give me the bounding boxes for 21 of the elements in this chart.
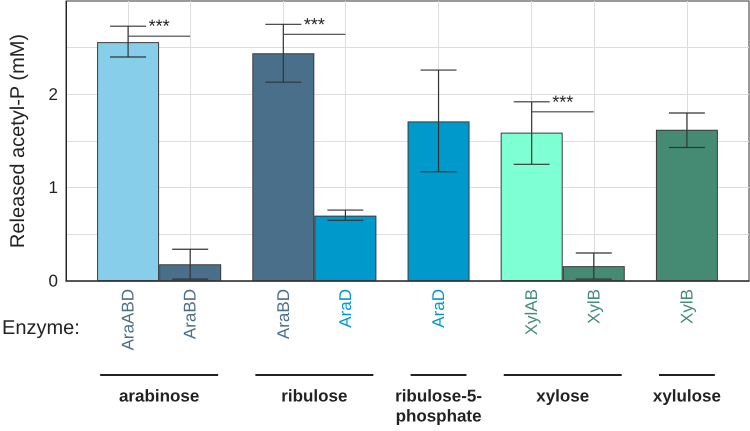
x-tick-label: AraBD — [274, 289, 293, 340]
annotation: *** — [552, 92, 574, 112]
annotation: *** — [148, 16, 170, 36]
x-tick-label: AraD — [336, 289, 355, 328]
x-tick-label: AraBD — [180, 289, 200, 340]
y-axis-title: Released acetyl-P (mM) — [7, 34, 29, 248]
annotation: *** — [304, 14, 325, 34]
text: arabinose — [118, 386, 200, 406]
x-tick-label: XylB — [677, 289, 696, 324]
text: xylulose — [652, 386, 721, 406]
x-axis-title: Enzyme: — [2, 317, 80, 339]
text: xylose — [536, 386, 590, 406]
x-tick-label: XylB — [584, 289, 604, 324]
y-tick-label: 0 — [48, 272, 58, 290]
y-tick-label: 1 — [48, 178, 58, 198]
text: ribulose-5- phosphate — [395, 386, 482, 426]
y-tick-label: 2 — [48, 84, 58, 104]
x-tick-label: XylAB — [522, 289, 542, 336]
x-tick-label: AraABD — [118, 289, 138, 350]
x-tick-label: AraD — [429, 289, 448, 328]
text: ribulose — [281, 386, 348, 406]
